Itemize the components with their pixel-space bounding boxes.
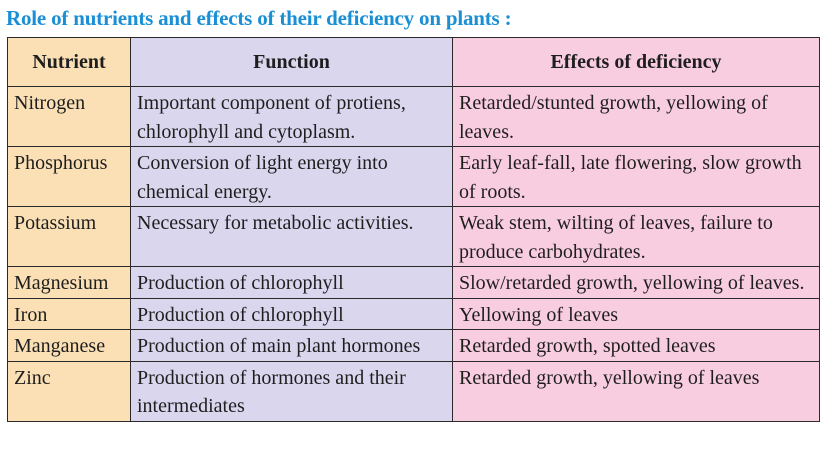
nutrient-cell: Potassium: [7, 206, 131, 267]
nutrient-cell: Iron: [7, 297, 131, 330]
function-cell: Important component of protiens, chlorop…: [130, 86, 453, 147]
table-row: Potassium Necessary for metabolic activi…: [7, 206, 820, 267]
nutrient-cell: Zinc: [7, 360, 131, 422]
header-function: Function: [130, 37, 453, 87]
function-cell: Production of hormones and their interme…: [130, 360, 453, 422]
table-row: Iron Production of chlorophyll Yellowing…: [7, 297, 820, 330]
effects-cell: Early leaf-fall, late flowering, slow gr…: [452, 146, 820, 207]
effects-cell: Retarded/stunted growth, yellowing of le…: [452, 86, 820, 147]
nutrient-table: Nutrient Function Effects of deficiency …: [7, 37, 820, 422]
table-row: Magnesium Production of chlorophyll Slow…: [7, 266, 820, 299]
table-row: Nitrogen Important component of protiens…: [7, 86, 820, 147]
table-row: Manganese Production of main plant hormo…: [7, 329, 820, 362]
table-header-row: Nutrient Function Effects of deficiency: [7, 37, 820, 87]
function-cell: Conversion of light energy into chemical…: [130, 146, 453, 207]
table-row: Phosphorus Conversion of light energy in…: [7, 146, 820, 207]
nutrient-cell: Nitrogen: [7, 86, 131, 147]
nutrient-cell: Phosphorus: [7, 146, 131, 207]
function-cell: Necessary for metabolic activities.: [130, 206, 453, 267]
nutrient-cell: Magnesium: [7, 266, 131, 299]
function-cell: Production of main plant hormones: [130, 329, 453, 362]
effects-cell: Weak stem, wilting of leaves, failure to…: [452, 206, 820, 267]
table-row: Zinc Production of hormones and their in…: [7, 360, 820, 422]
header-nutrient: Nutrient: [7, 37, 131, 87]
function-cell: Production of chlorophyll: [130, 266, 453, 299]
effects-cell: Slow/retarded growth, yellowing of leave…: [452, 266, 820, 299]
header-effects: Effects of deficiency: [452, 37, 820, 87]
nutrient-cell: Manganese: [7, 329, 131, 362]
function-cell: Production of chlorophyll: [130, 297, 453, 330]
effects-cell: Retarded growth, yellowing of leaves: [452, 360, 820, 422]
effects-cell: Retarded growth, spotted leaves: [452, 329, 820, 362]
effects-cell: Yellowing of leaves: [452, 297, 820, 330]
page-title: Role of nutrients and effects of their d…: [6, 6, 512, 30]
